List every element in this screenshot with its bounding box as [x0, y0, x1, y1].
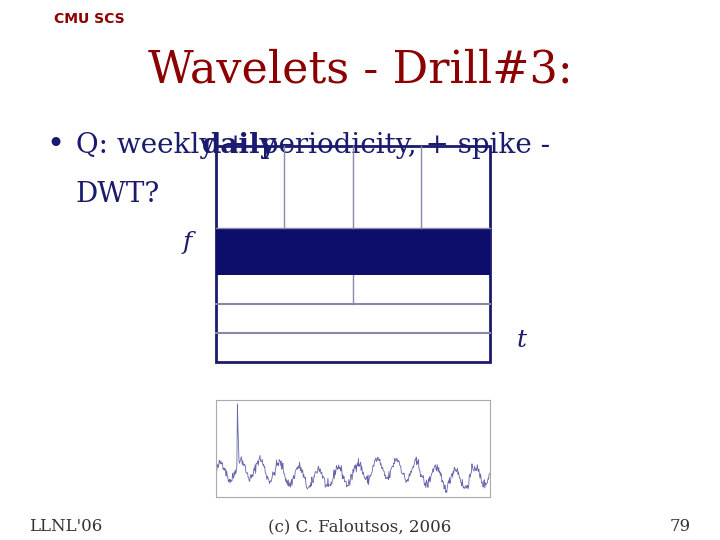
Text: CMU SCS: CMU SCS [54, 12, 125, 26]
Text: (c) C. Faloutsos, 2006: (c) C. Faloutsos, 2006 [269, 518, 451, 535]
Text: 79: 79 [670, 518, 691, 535]
Text: f: f [183, 232, 192, 254]
Text: t: t [517, 329, 527, 352]
Text: DWT?: DWT? [76, 181, 160, 208]
Text: •: • [47, 130, 65, 161]
Bar [216, 228, 490, 275]
Text: periodicity, + spike -: periodicity, + spike - [252, 132, 550, 159]
Text: Q: weekly +: Q: weekly + [76, 132, 256, 159]
Text: Wavelets - Drill#3:: Wavelets - Drill#3: [148, 49, 572, 92]
Bar [216, 146, 490, 362]
Text: daily: daily [202, 132, 276, 159]
Text: LLNL'06: LLNL'06 [29, 518, 102, 535]
